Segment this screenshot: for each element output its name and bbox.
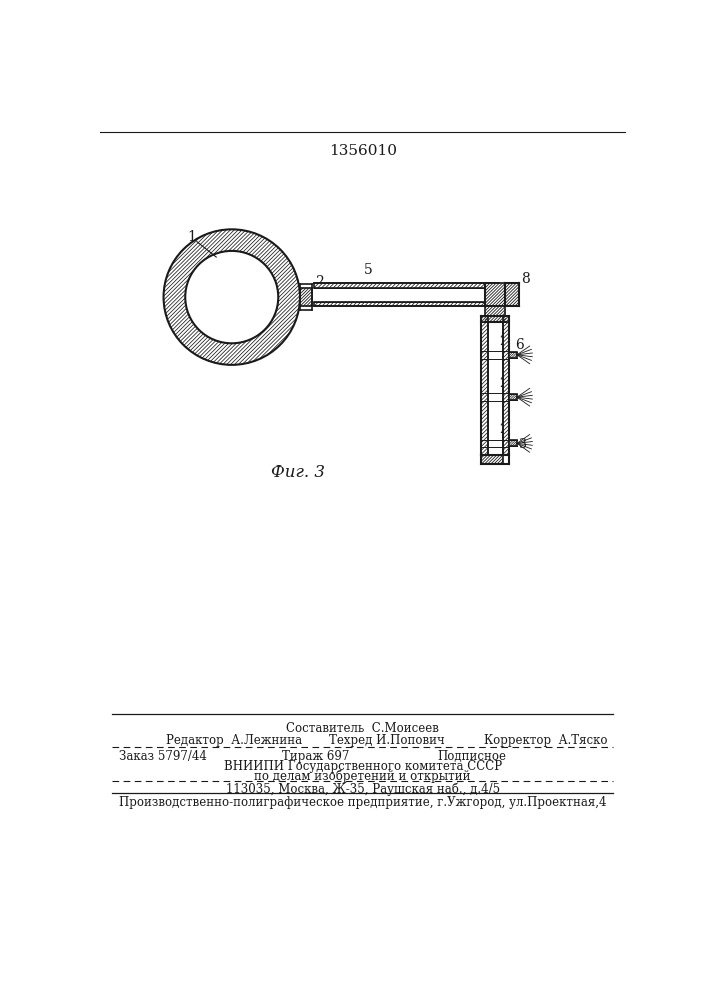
Text: Тираж 697: Тираж 697 bbox=[282, 750, 349, 763]
Text: ВНИИПИ Государственного комитета СССР: ВНИИПИ Государственного комитета СССР bbox=[223, 760, 502, 773]
Bar bbox=[503, 316, 509, 322]
Text: Корректор  А.Тяско: Корректор А.Тяско bbox=[484, 734, 607, 747]
Bar bbox=[485, 306, 506, 322]
Bar bbox=[509, 440, 517, 446]
Text: 5: 5 bbox=[364, 263, 373, 277]
Text: 2: 2 bbox=[499, 377, 507, 390]
Text: 8: 8 bbox=[522, 272, 530, 286]
Text: Редактор  А.Лежнина: Редактор А.Лежнина bbox=[166, 734, 302, 747]
Bar bbox=[485, 283, 506, 306]
Text: Производственно-полиграфическое предприятие, г.Ужгород, ул.Проектная,4: Производственно-полиграфическое предприя… bbox=[119, 796, 607, 809]
Text: 6: 6 bbox=[515, 338, 524, 352]
Text: 2: 2 bbox=[499, 335, 507, 348]
Bar bbox=[509, 394, 517, 400]
Bar bbox=[481, 322, 488, 455]
Text: 3: 3 bbox=[519, 438, 527, 451]
Text: Фиг. 3: Фиг. 3 bbox=[271, 464, 325, 481]
Bar bbox=[300, 288, 312, 306]
Text: Техред И.Попович: Техред И.Попович bbox=[329, 734, 445, 747]
Text: Заказ 5797/44: Заказ 5797/44 bbox=[119, 750, 207, 763]
Text: 2: 2 bbox=[499, 423, 507, 436]
Circle shape bbox=[185, 251, 279, 343]
Bar bbox=[503, 322, 509, 455]
Text: Составитель  С.Моисеев: Составитель С.Моисеев bbox=[286, 722, 439, 735]
Text: 2: 2 bbox=[315, 275, 323, 289]
Text: Подписное: Подписное bbox=[437, 750, 506, 763]
Bar bbox=[314, 302, 499, 306]
Text: 113035, Москва, Ж-35, Раушская наб., д.4/5: 113035, Москва, Ж-35, Раушская наб., д.4… bbox=[226, 783, 500, 796]
Bar bbox=[509, 352, 517, 358]
Text: 1356010: 1356010 bbox=[329, 144, 397, 158]
Bar bbox=[506, 283, 519, 306]
Bar bbox=[481, 455, 503, 464]
Bar bbox=[481, 316, 488, 322]
Text: 1: 1 bbox=[187, 230, 196, 244]
Text: по делам изобретений и открытий: по делам изобретений и открытий bbox=[255, 770, 471, 783]
Bar bbox=[314, 283, 499, 288]
